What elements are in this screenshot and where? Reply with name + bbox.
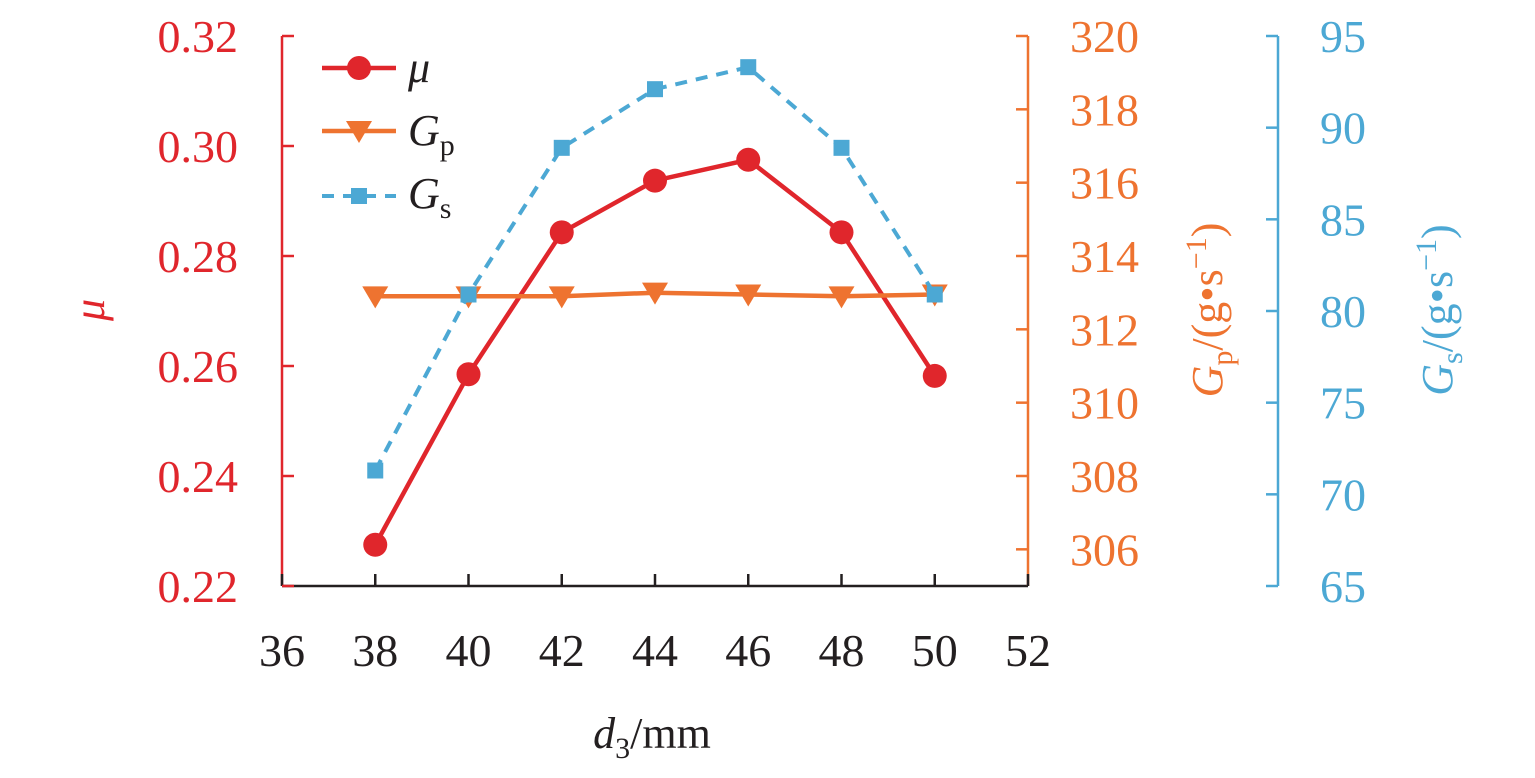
gp-axis-title: Gp/(g•s−1) bbox=[1180, 223, 1239, 398]
series-mu bbox=[363, 147, 947, 557]
x-axis-title: d3/mm bbox=[593, 709, 711, 765]
series-gs-point bbox=[926, 286, 943, 303]
gp-tick-label: 318 bbox=[1070, 84, 1139, 135]
mu-tick-label: 0.28 bbox=[158, 231, 239, 282]
x-tick-label: 36 bbox=[259, 625, 305, 676]
series-gs-point bbox=[833, 139, 850, 156]
mu-axis-title: μ bbox=[65, 299, 114, 322]
axis-titles: d3/mm μ Gp/(g•s−1) Gs/(g•s−1) bbox=[65, 223, 1469, 765]
axes: 36 38 40 42 44 46 48 50 52 0.220.240.260.280.300… bbox=[158, 11, 1367, 676]
legend-item-gs: Gs bbox=[322, 169, 451, 225]
gs-tick-label: 90 bbox=[1320, 103, 1366, 154]
gs-tick-label: 80 bbox=[1320, 286, 1366, 337]
x-tick-label: 38 bbox=[352, 625, 398, 676]
gp-tick-label: 320 bbox=[1070, 11, 1139, 62]
series-gp bbox=[362, 282, 948, 309]
gs-tick-label: 85 bbox=[1320, 194, 1366, 245]
gs-tick-label: 65 bbox=[1320, 561, 1366, 612]
gp-ticks: 306 308 310 312 314 316 318 320 bbox=[1016, 11, 1139, 575]
series-mu-point bbox=[922, 363, 947, 388]
x-tick-label: 44 bbox=[632, 625, 678, 676]
gp-tick-label: 310 bbox=[1070, 378, 1139, 429]
series-gp-point bbox=[642, 282, 668, 305]
series-gs-point bbox=[460, 286, 477, 303]
series-mu-line bbox=[373, 157, 937, 546]
series-gs bbox=[367, 59, 943, 479]
gp-tick-label: 312 bbox=[1070, 304, 1139, 355]
gs-tick-label: 95 bbox=[1320, 11, 1366, 62]
legend-item-mu: μ bbox=[322, 43, 430, 92]
x-tick-label: 50 bbox=[912, 625, 958, 676]
series-gs-line bbox=[373, 65, 937, 472]
series bbox=[362, 59, 948, 557]
mu-tick-label: 0.24 bbox=[158, 451, 239, 502]
x-tick-label: 40 bbox=[446, 625, 492, 676]
mu-ticks: 0.22 0.24 0.26 0.28 0.30 0.32 bbox=[158, 11, 294, 612]
x-tick-label: 52 bbox=[1005, 625, 1051, 676]
series-mu-point bbox=[456, 362, 481, 387]
x-ticks: 36 38 40 42 44 46 48 50 52 bbox=[259, 574, 1051, 676]
series-gp-point bbox=[362, 286, 389, 309]
x-tick-label: 48 bbox=[819, 625, 865, 676]
series-gs-point bbox=[740, 59, 757, 76]
gs-tick-label: 70 bbox=[1320, 469, 1366, 520]
series-gs-point bbox=[367, 462, 384, 479]
legend-mu-label: μ bbox=[407, 43, 430, 92]
gp-tick-label: 316 bbox=[1070, 158, 1139, 209]
gp-tick-label: 306 bbox=[1070, 524, 1139, 575]
mu-tick-label: 0.32 bbox=[158, 11, 239, 62]
mu-tick-label: 0.30 bbox=[158, 121, 239, 172]
legend-item-gp: Gp bbox=[322, 106, 455, 162]
series-gp-point bbox=[828, 286, 855, 309]
series-gs-point bbox=[647, 81, 663, 98]
series-mu-point bbox=[549, 220, 574, 245]
legend-gs-label: Gs bbox=[408, 169, 451, 225]
gp-tick-label: 308 bbox=[1070, 451, 1139, 502]
series-mu-point bbox=[829, 220, 854, 245]
legend-gp-label: Gp bbox=[408, 106, 455, 162]
legend-gp-marker bbox=[346, 121, 372, 143]
x-tick-label: 42 bbox=[539, 625, 585, 676]
legend: μ Gp Gs bbox=[322, 43, 455, 225]
series-gp-point bbox=[735, 284, 762, 307]
legend-mu-marker bbox=[347, 56, 371, 80]
gs-tick-label: 75 bbox=[1320, 378, 1366, 429]
gs-ticks: 65 70 75 80 85 90 95 bbox=[1266, 11, 1366, 612]
mu-tick-label: 0.26 bbox=[158, 341, 239, 392]
series-gs-point bbox=[553, 139, 570, 156]
x-tick-label: 46 bbox=[725, 625, 771, 676]
series-mu-point bbox=[363, 532, 388, 557]
gs-axis-title: Gs/(g•s−1) bbox=[1410, 224, 1469, 395]
series-gp-point bbox=[548, 286, 575, 309]
mu-tick-label: 0.22 bbox=[158, 561, 239, 612]
legend-gs-marker bbox=[351, 188, 367, 204]
series-mu-point bbox=[736, 147, 761, 172]
gp-tick-label: 314 bbox=[1070, 231, 1139, 282]
series-mu-point bbox=[643, 168, 667, 193]
